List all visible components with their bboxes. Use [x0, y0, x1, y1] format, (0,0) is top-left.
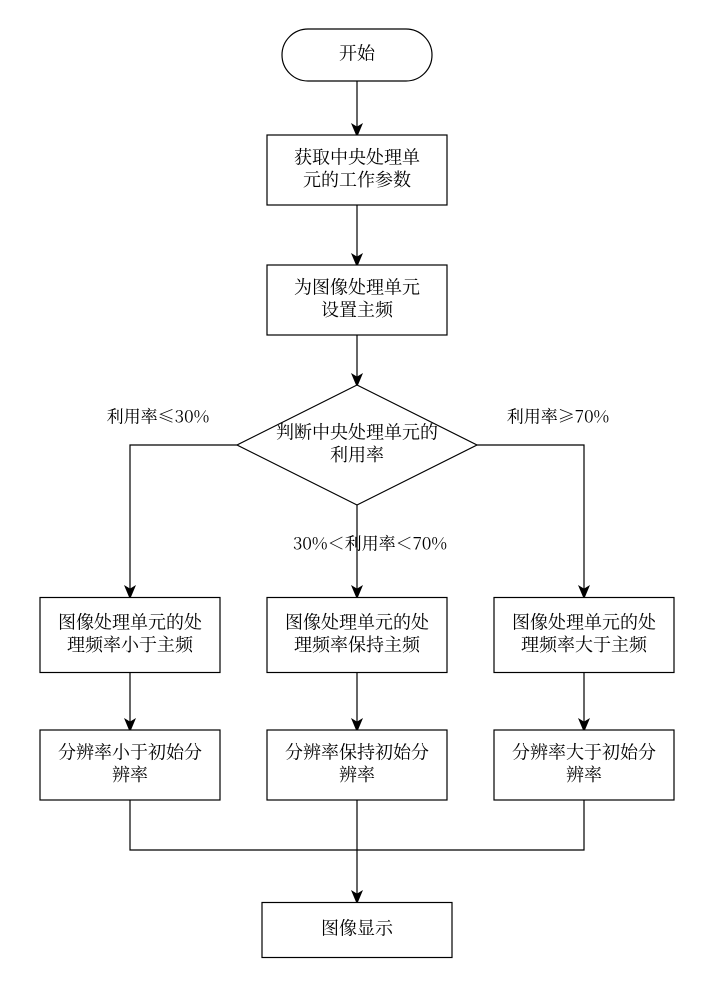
edge-9 [130, 800, 357, 850]
node-r_left: 分辨率小于初始分辨率 [40, 730, 220, 800]
node-r_left-text-1: 辨率 [112, 761, 148, 787]
node-getparam-text-1: 元的工作参数 [303, 166, 411, 192]
node-p_left: 图像处理单元的处理频率小于主频 [40, 598, 220, 673]
node-display: 图像显示 [262, 903, 452, 958]
node-getparam: 获取中央处理单元的工作参数 [267, 135, 447, 205]
node-start: 开始 [282, 29, 432, 81]
edge-10 [357, 800, 584, 850]
node-setfreq: 为图像处理单元设置主频 [267, 265, 447, 335]
edge-5 [477, 445, 584, 597]
node-r_mid: 分辨率保持初始分辨率 [267, 730, 447, 800]
node-p_left-text-1: 理频率小于主频 [67, 631, 194, 657]
node-setfreq-text-1: 设置主频 [321, 296, 394, 322]
edge-4-label: 30%＜利用率＜70% [293, 529, 447, 554]
node-r_mid-text-1: 辨率 [339, 761, 375, 787]
node-start-text-0: 开始 [339, 40, 376, 66]
node-p_mid-text-1: 理频率保持主频 [294, 631, 421, 657]
node-p_mid: 图像处理单元的处理频率保持主频 [267, 598, 447, 673]
node-decision-text-1: 利用率 [330, 441, 384, 467]
edge-3 [130, 445, 237, 597]
node-decision: 判断中央处理单元的利用率 [237, 385, 477, 505]
node-display-text-0: 图像显示 [321, 915, 394, 941]
edge-3-label: 利用率≤30% [107, 402, 210, 427]
node-r_right-text-1: 辨率 [566, 761, 602, 787]
flowchart-canvas: 利用率≤30% 30%＜利用率＜70% 利用率≥70% 开始获取中央处理单元的工作参数… [0, 0, 715, 1000]
node-r_right: 分辨率大于初始分辨率 [494, 730, 674, 800]
edge-5-label: 利用率≥70% [507, 402, 610, 427]
node-p_right-text-1: 理频率大于主频 [521, 631, 648, 657]
node-p_right: 图像处理单元的处理频率大于主频 [494, 598, 674, 673]
